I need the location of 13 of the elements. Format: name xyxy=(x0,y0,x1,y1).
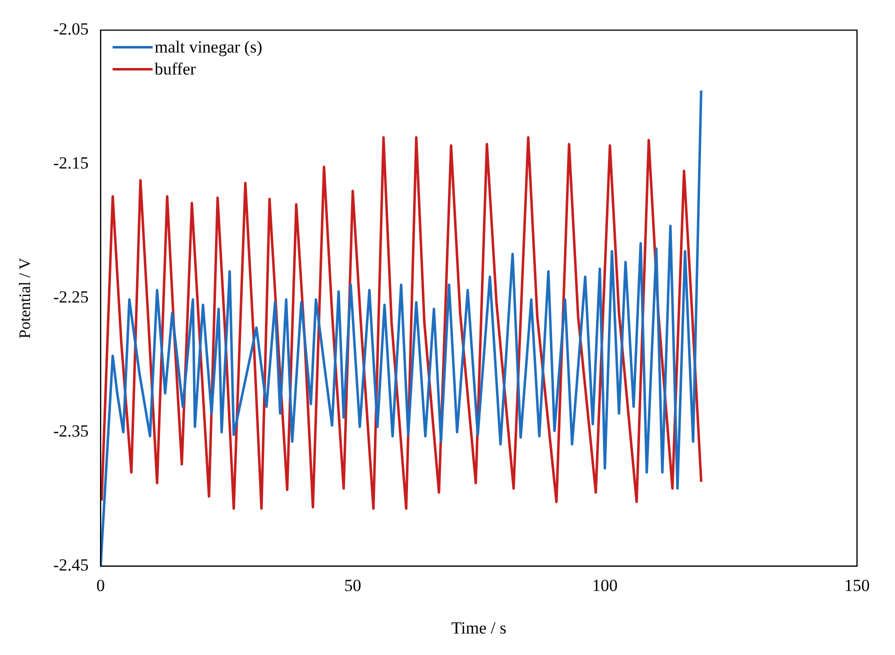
x-axis-title: Time / s xyxy=(451,618,506,638)
y-tick-label: -2.05 xyxy=(53,20,89,39)
x-tick-label: 50 xyxy=(344,576,362,595)
legend-label: malt vinegar (s) xyxy=(154,38,262,57)
legend-label: buffer xyxy=(154,60,196,79)
y-tick-label: -2.35 xyxy=(53,422,89,441)
y-tick-label: -2.25 xyxy=(53,288,89,307)
x-tick-label: 0 xyxy=(96,576,105,595)
y-tick-label: -2.45 xyxy=(53,556,89,575)
y-axis-title: Potential / V xyxy=(16,257,34,338)
y-tick-label: -2.15 xyxy=(53,154,89,173)
x-tick-label: 100 xyxy=(592,576,618,595)
x-tick-label: 150 xyxy=(844,576,870,595)
